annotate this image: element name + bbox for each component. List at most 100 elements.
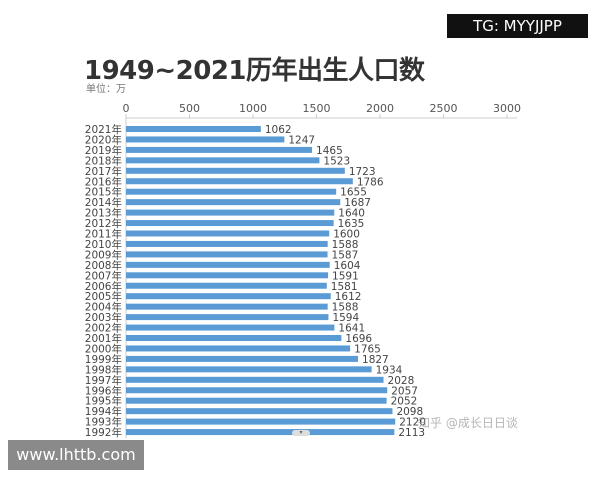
category-label: 2008年 [85, 259, 122, 272]
data-label: 1591 [332, 270, 359, 282]
category-label: 2000年 [85, 342, 122, 355]
data-label: 2057 [391, 385, 418, 397]
bar [126, 355, 359, 362]
data-label: 1247 [288, 134, 315, 146]
category-label: 2007年 [85, 269, 122, 282]
category-label: 2016年 [85, 175, 122, 188]
data-label: 2028 [388, 375, 415, 387]
category-label: 2015年 [85, 186, 122, 199]
bar [126, 345, 351, 352]
category-label: 2021年 [85, 123, 122, 136]
bar [126, 272, 329, 279]
data-label: 1635 [338, 218, 365, 230]
category-label: 1999年 [85, 353, 122, 366]
data-label: 1587 [332, 249, 359, 261]
bar [126, 293, 331, 300]
bar [126, 126, 261, 132]
data-label: 1062 [265, 124, 292, 136]
x-tick-label: 500 [179, 102, 200, 115]
data-label: 1696 [345, 333, 372, 345]
bar [126, 282, 327, 289]
category-label: 2017年 [85, 165, 122, 178]
data-label: 1523 [323, 155, 350, 167]
category-label: 2001年 [85, 332, 122, 345]
bar [126, 188, 337, 195]
category-label: 1998年 [85, 363, 122, 376]
data-label: 2120 [399, 417, 426, 429]
bar [126, 303, 328, 310]
data-label: 1640 [338, 208, 365, 220]
watermark: 知乎 @成长日日谈 [418, 416, 518, 430]
category-label: 1993年 [85, 416, 122, 429]
data-label: 1581 [331, 281, 358, 293]
bar [126, 261, 330, 268]
data-label: 1827 [362, 354, 389, 366]
x-tick-label: 2500 [430, 102, 458, 115]
category-label: 2019年 [85, 144, 122, 157]
bar [126, 335, 342, 341]
category-label: 2011年 [85, 228, 122, 241]
category-label: 2014年 [85, 196, 122, 209]
category-label: 1992年 [85, 426, 122, 439]
bar [126, 230, 330, 237]
category-label: 2018年 [85, 154, 122, 167]
category-label: 1994年 [85, 405, 122, 418]
bar [126, 314, 329, 321]
bar [126, 240, 328, 247]
bar [126, 324, 335, 331]
data-label: 1655 [340, 187, 367, 199]
category-label: 2004年 [85, 301, 122, 314]
bar [126, 366, 372, 373]
data-label: 1588 [332, 239, 359, 251]
bar [126, 408, 393, 415]
data-label: 2052 [391, 396, 418, 408]
bar [126, 167, 345, 174]
scroll-handle[interactable]: ▾ [292, 430, 310, 436]
category-label: 2013年 [85, 207, 122, 220]
category-label: 1995年 [85, 395, 122, 408]
bar [126, 209, 335, 216]
data-label: 1765 [354, 343, 381, 355]
x-tick-label: 1000 [239, 102, 267, 115]
bar [126, 397, 387, 404]
x-tick-label: 3000 [493, 102, 521, 115]
data-label: 1588 [332, 302, 359, 314]
data-label: 1465 [316, 145, 343, 157]
bar [126, 220, 334, 227]
category-label: 2009年 [85, 248, 122, 261]
data-label: 1786 [357, 176, 384, 188]
bar [126, 376, 384, 383]
data-label: 1723 [349, 166, 376, 178]
category-label: 2020年 [85, 133, 122, 146]
category-label: 2010年 [85, 238, 122, 251]
data-label: 1604 [334, 260, 361, 272]
bar [126, 146, 313, 153]
tg-badge: TG: MYYJJPP [447, 14, 588, 38]
category-label: 2003年 [85, 311, 122, 324]
bar [126, 157, 320, 164]
data-label: 1934 [376, 364, 403, 376]
bar [126, 429, 395, 436]
bar [126, 387, 388, 394]
category-label: 1996年 [85, 384, 122, 397]
category-label: 2005年 [85, 290, 122, 303]
x-tick-label: 0 [123, 102, 130, 115]
data-label: 1594 [332, 312, 359, 324]
bar [126, 178, 353, 185]
category-label: 1997年 [85, 374, 122, 387]
data-label: 1612 [335, 291, 362, 303]
chart-title: 1949~2021历年出生人口数 [84, 56, 425, 86]
bar [126, 199, 341, 206]
category-label: 2002年 [85, 322, 122, 335]
bar [126, 136, 285, 143]
data-label: 2098 [396, 406, 423, 418]
x-tick-label: 1500 [303, 102, 331, 115]
bar [126, 418, 396, 425]
data-label: 1600 [333, 229, 360, 241]
category-label: 2006年 [85, 280, 122, 293]
bar [126, 251, 328, 258]
x-tick-label: 2000 [366, 102, 394, 115]
data-label: 1641 [338, 323, 365, 335]
site-watermark: www.lhttb.com [8, 440, 144, 470]
